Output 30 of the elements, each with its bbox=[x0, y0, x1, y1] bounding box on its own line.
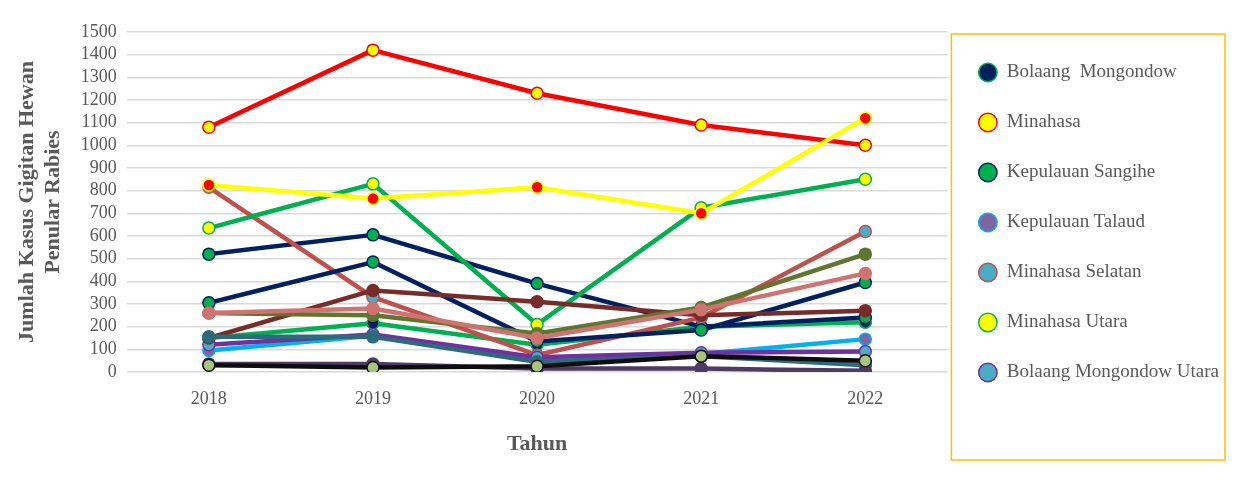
legend-label: Minahasa Selatan bbox=[1006, 260, 1142, 282]
y-tick-label: 1500 bbox=[80, 20, 117, 41]
legend-label: Kepulauan Talaud bbox=[1006, 210, 1146, 232]
y-tick-label: 900 bbox=[89, 156, 117, 177]
y-tick-label: 1400 bbox=[80, 43, 117, 64]
x-axis-title: Tahun bbox=[506, 430, 568, 456]
x-tick-label: 2019 bbox=[354, 387, 391, 408]
x-tick-label: 2022 bbox=[847, 387, 884, 408]
y-tick-label: 100 bbox=[89, 338, 117, 359]
y-tick-label: 400 bbox=[89, 270, 117, 291]
x-tick-label: 2018 bbox=[190, 387, 227, 408]
y-tick-label: 700 bbox=[89, 202, 117, 223]
y-tick-label: 600 bbox=[89, 224, 117, 245]
x-tick-label: 2020 bbox=[519, 387, 556, 408]
legend-label: Minahasa bbox=[1006, 110, 1082, 132]
legend-label: Bolaang Mongondow Utara bbox=[1006, 360, 1220, 382]
y-tick-label: 500 bbox=[89, 247, 117, 268]
y-axis-title: Jumlah Kasus Gigitan Hewan Penular Rabies bbox=[12, 61, 65, 343]
y-tick-label: 1100 bbox=[81, 111, 117, 132]
y-tick-label: 800 bbox=[89, 179, 117, 200]
x-tick-label: 2021 bbox=[683, 387, 720, 408]
y-tick-label: 0 bbox=[107, 360, 117, 381]
legend-label: Kepulauan Sangihe bbox=[1006, 160, 1156, 182]
y-tick-label: 1300 bbox=[80, 66, 117, 87]
y-tick-label: 1200 bbox=[80, 88, 117, 109]
legend-label: Bolaang Mongondow bbox=[1006, 60, 1178, 82]
y-tick-label: 300 bbox=[89, 292, 117, 313]
legend-label: Minahasa Utara bbox=[1006, 310, 1129, 332]
y-tick-label: 200 bbox=[89, 315, 117, 336]
y-tick-label: 1000 bbox=[80, 134, 117, 155]
